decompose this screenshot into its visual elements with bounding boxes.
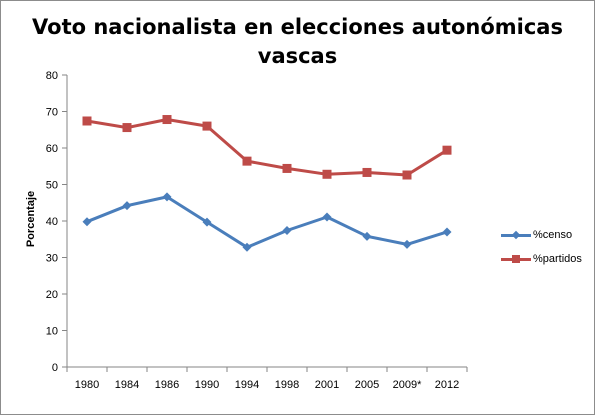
data-point-censo bbox=[322, 212, 332, 222]
legend-swatch-censo bbox=[501, 229, 531, 241]
y-tick-label: 10 bbox=[46, 326, 58, 338]
x-tick-label: 1994 bbox=[235, 379, 259, 391]
series-line-censo bbox=[86, 195, 448, 249]
x-tick-label: 2005 bbox=[355, 379, 379, 391]
data-point-censo bbox=[202, 217, 212, 227]
data-point-partidos bbox=[82, 116, 92, 126]
y-tick-label: 30 bbox=[46, 253, 58, 265]
legend-item-censo: %censo bbox=[501, 223, 582, 247]
legend-item-partidos: %partidos bbox=[501, 247, 582, 271]
data-point-censo bbox=[442, 227, 452, 237]
x-tick-label: 2009* bbox=[393, 379, 422, 391]
legend-swatch-partidos bbox=[501, 253, 531, 265]
axes: 0 10 20 30 40 50 60 70 80 1980 1984 1986 1990 1994 199… bbox=[46, 70, 468, 391]
y-tick-label: 80 bbox=[46, 70, 58, 82]
chart-title: Voto nacionalista en elecciones autonómi… bbox=[32, 15, 563, 68]
data-point-partidos bbox=[242, 156, 252, 166]
y-tick-label: 40 bbox=[46, 216, 58, 228]
data-point-partidos bbox=[442, 145, 452, 155]
x-tick-label: 1990 bbox=[195, 379, 219, 391]
data-point-censo bbox=[82, 217, 92, 227]
data-point-censo bbox=[242, 242, 252, 252]
data-point-partidos bbox=[402, 170, 412, 180]
data-point-partidos bbox=[322, 169, 332, 179]
x-tick-label: 1980 bbox=[75, 379, 99, 391]
y-tick-label: 20 bbox=[46, 289, 58, 301]
x-tick-label: 1986 bbox=[155, 379, 179, 391]
legend: %censo %partidos bbox=[501, 223, 582, 271]
series-layer bbox=[82, 115, 452, 252]
y-tick-label: 70 bbox=[46, 107, 58, 119]
y-tick-label: 0 bbox=[52, 362, 58, 374]
data-point-partidos bbox=[162, 115, 172, 125]
series-line-partidos bbox=[86, 118, 448, 177]
data-point-censo bbox=[282, 225, 292, 235]
y-tick-label: 50 bbox=[46, 180, 58, 192]
y-tick-label: 60 bbox=[46, 143, 58, 155]
data-point-censo bbox=[362, 231, 372, 241]
x-tick-label: 2012 bbox=[435, 379, 459, 391]
x-tick-label: 1998 bbox=[275, 379, 299, 391]
legend-marker-partidos bbox=[512, 255, 520, 263]
data-point-partidos bbox=[122, 123, 132, 133]
data-point-censo bbox=[402, 239, 412, 249]
data-point-partidos bbox=[362, 167, 372, 177]
legend-label-censo: %censo bbox=[533, 229, 573, 241]
data-point-partidos bbox=[202, 121, 212, 131]
x-tick-label: 1984 bbox=[115, 379, 139, 391]
data-point-partidos bbox=[282, 163, 292, 173]
legend-label-partidos: %partidos bbox=[533, 253, 582, 265]
x-tick-label: 2001 bbox=[315, 379, 339, 391]
data-point-censo bbox=[122, 201, 132, 211]
legend-marker-censo bbox=[511, 230, 521, 240]
data-point-censo bbox=[162, 192, 172, 202]
